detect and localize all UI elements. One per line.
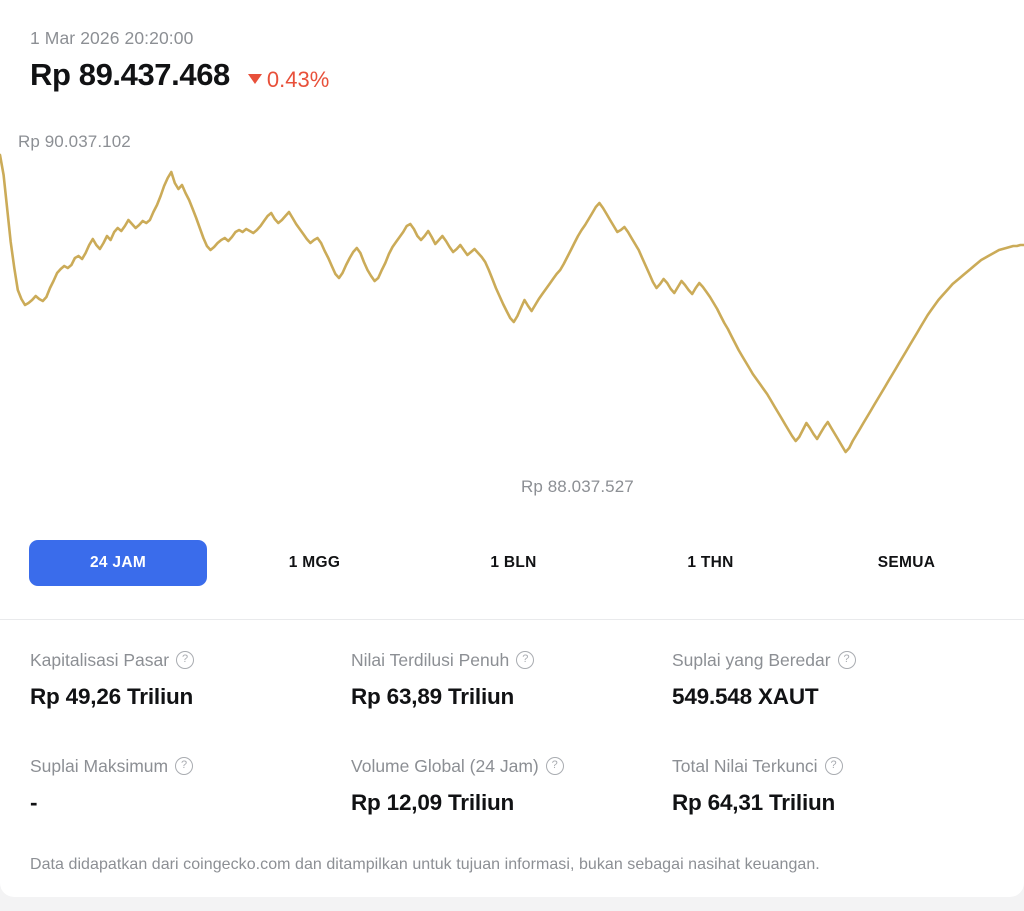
stats-row: Kapitalisasi Pasar ? Rp 49,26 Triliun Ni…: [30, 648, 994, 754]
stat-label: Total Nilai Terkunci ?: [672, 754, 993, 778]
price-header: 1 Mar 2026 20:20:00 Rp 89.437.468 0.43%: [30, 26, 630, 100]
question-mark-icon[interactable]: ?: [516, 651, 535, 669]
timestamp: 1 Mar 2026 20:20:00: [30, 28, 194, 48]
disclaimer: Data didapatkan dari coingecko.com dan d…: [30, 856, 820, 873]
stat-value: -: [30, 790, 38, 815]
stat-total-nilai-terkunci: Total Nilai Terkunci ? Rp 64,31 Triliun: [672, 754, 993, 860]
price-row: Rp 89.437.468 0.43%: [30, 55, 630, 100]
stat-value: Rp 49,26 Triliun: [30, 684, 194, 709]
range-tab-label: SEMUA: [877, 554, 936, 571]
question-mark-icon[interactable]: ?: [837, 651, 856, 669]
chart-high-label: Rp 90.037.102: [18, 132, 131, 151]
range-tab-label: 1 THN: [687, 554, 734, 571]
range-tab-label: 24 JAM: [89, 554, 147, 571]
stat-label: Suplai Maksimum ?: [30, 754, 351, 778]
stats-divider: [0, 619, 1024, 620]
range-tab-1-mgg[interactable]: 1 MGG: [232, 540, 397, 586]
stat-suplai-maksimum: Suplai Maksimum ? -: [30, 754, 351, 860]
stat-label: Suplai yang Beredar ?: [672, 648, 993, 672]
stat-kapitalisasi-pasar: Kapitalisasi Pasar ? Rp 49,26 Triliun: [30, 648, 351, 754]
stat-label-text: Total Nilai Terkunci: [672, 756, 818, 776]
question-mark-icon[interactable]: ?: [176, 651, 195, 669]
stat-suplai-yang-beredar: Suplai yang Beredar ? 549.548 XAUT: [672, 648, 993, 754]
stat-label-text: Kapitalisasi Pasar: [30, 650, 170, 670]
chart-line-svg: [0, 153, 1024, 454]
stat-value: 549.548 XAUT: [672, 684, 819, 709]
stat-label-text: Volume Global (24 Jam): [351, 756, 539, 776]
stat-nilai-terdilusi-penuh: Nilai Terdilusi Penuh ? Rp 63,89 Triliun: [351, 648, 672, 754]
question-mark-icon[interactable]: ?: [175, 757, 194, 775]
stat-label-text: Nilai Terdilusi Penuh: [351, 650, 510, 670]
stat-label-text: Suplai Maksimum: [30, 756, 169, 776]
range-tab-semua[interactable]: SEMUA: [824, 540, 989, 586]
range-tab-label: 1 BLN: [490, 554, 537, 571]
current-price: Rp 89.437.468: [30, 57, 230, 92]
stat-value: Rp 64,31 Triliun: [672, 790, 836, 815]
stat-label: Volume Global (24 Jam) ?: [351, 754, 672, 778]
stat-value: Rp 12,09 Triliun: [351, 790, 515, 815]
price-change: 0.43%: [247, 60, 330, 100]
chart-low-label: Rp 88.037.527: [521, 477, 634, 496]
range-tab-1-bln[interactable]: 1 BLN: [431, 540, 596, 586]
range-tab-label: 1 MGG: [288, 554, 341, 571]
range-tab-24-jam[interactable]: 24 JAM: [29, 540, 207, 586]
stat-label-text: Suplai yang Beredar: [672, 650, 831, 670]
stat-volume-global: Volume Global (24 Jam) ? Rp 12,09 Triliu…: [351, 754, 672, 860]
range-tab-1-thn[interactable]: 1 THN: [628, 540, 793, 586]
price-change-value: 0.43%: [266, 67, 330, 92]
range-tab-bar: 24 JAM 1 MGG 1 BLN 1 THN SEMUA: [0, 540, 1024, 590]
stat-value: Rp 63,89 Triliun: [351, 684, 515, 709]
stats-row: Suplai Maksimum ? - Volume Global (24 Ja…: [30, 754, 994, 860]
stat-label: Kapitalisasi Pasar ?: [30, 648, 351, 672]
question-mark-icon[interactable]: ?: [824, 757, 843, 775]
price-chart[interactable]: Rp 90.037.102 Rp 88.037.527: [0, 122, 1024, 512]
stat-label: Nilai Terdilusi Penuh ?: [351, 648, 672, 672]
stats-grid: Kapitalisasi Pasar ? Rp 49,26 Triliun Ni…: [30, 648, 994, 860]
caret-down-icon: [247, 74, 262, 84]
question-mark-icon[interactable]: ?: [545, 757, 564, 775]
